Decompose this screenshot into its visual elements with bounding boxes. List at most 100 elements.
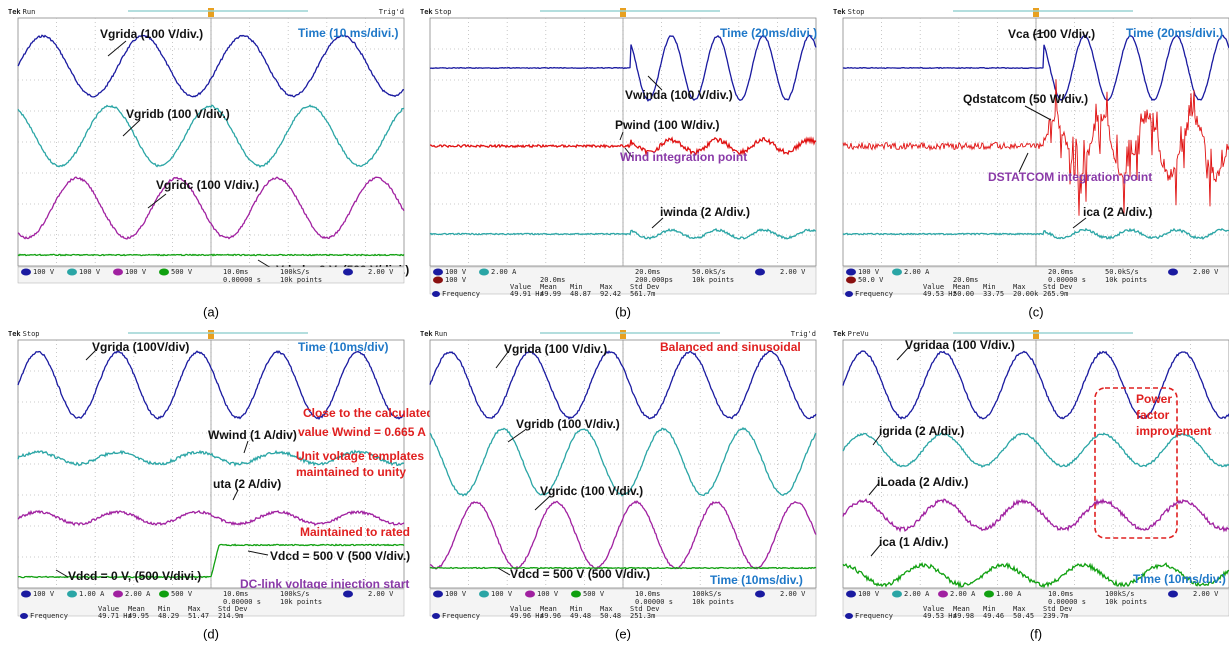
channel-badge <box>846 269 856 276</box>
scope-status: TekStop <box>833 8 865 16</box>
trigger-badge <box>1168 269 1178 276</box>
status: PreVu <box>848 330 869 338</box>
timebase: 10.0ms <box>223 590 248 598</box>
annotation: Vgrida (100 V/div.) <box>100 27 203 41</box>
measurement-value: 49.95 <box>128 612 149 620</box>
panel-caption: (e) <box>615 626 631 641</box>
measurement-value: 50.48 <box>600 612 621 620</box>
trigger-level: 2.00 V <box>1193 268 1219 276</box>
annotation: ica (1 A/div.) <box>879 535 948 549</box>
annotation: Qdstatcom (50 W/div.) <box>963 92 1088 106</box>
trigger-marker <box>208 8 214 17</box>
sample-rate: 100kS/s <box>1105 590 1135 598</box>
trigger-level: 2.00 V <box>780 590 806 598</box>
scope-status: TekStop <box>420 8 452 16</box>
channel-badge <box>892 269 902 276</box>
annotation: Wind integration point <box>620 150 747 164</box>
record-length: 10k points <box>692 598 734 606</box>
panel-caption: (a) <box>203 304 219 319</box>
annotation: Vdcd = 500 V (500 V/div.) <box>270 549 410 563</box>
annotation: Vca (100 V/div.) <box>1008 27 1095 41</box>
math-badge <box>846 277 856 284</box>
annotation: maintained to unity <box>296 465 406 479</box>
trigger-badge <box>755 591 765 598</box>
brand: Tek <box>833 8 846 16</box>
annotation: Time (10ms/div.) <box>710 573 803 587</box>
channel-scale: 100 V <box>33 268 55 276</box>
trigger-marker <box>620 8 626 17</box>
trigger-badge <box>343 269 353 276</box>
channel-scale: 100 V <box>858 590 880 598</box>
scope-status: TekRun <box>8 8 35 16</box>
channel-scale: 2.00 A <box>125 590 151 598</box>
annotation: Time (10ms/div.) <box>1133 572 1226 586</box>
measurement-label: Frequency <box>855 290 893 298</box>
sample-rate: 50.0kS/s <box>692 268 726 276</box>
status: Run <box>435 330 448 338</box>
channel-badge <box>21 269 31 276</box>
channel-badge <box>21 591 31 598</box>
waveform <box>18 254 404 255</box>
measurement-value: 239.7m <box>1043 612 1068 620</box>
measurement-value: 50.00 <box>953 290 974 298</box>
channel-badge <box>846 591 856 598</box>
brand: Tek <box>420 330 433 338</box>
channel-scale: 100 V <box>491 590 513 598</box>
channel-badge <box>159 591 169 598</box>
measurement-value: 265.9m <box>1043 290 1068 298</box>
channel-badge <box>113 269 123 276</box>
trigger-level: 2.00 V <box>780 268 806 276</box>
annotation: Balanced and sinusoidal <box>660 340 801 354</box>
channel-scale: 2.00 A <box>950 590 976 598</box>
annotation: Time (20ms/divi.) <box>720 26 817 40</box>
measurement-value: 49.96 <box>540 612 561 620</box>
annotation: Unit voltage templates <box>296 449 424 463</box>
annotation: Vdcd = 0 V, (500 V/divi.) <box>68 569 201 583</box>
channel-badge <box>571 591 581 598</box>
scope-status: TekPreVu <box>833 330 869 338</box>
channel-scale: 2.00 A <box>904 590 930 598</box>
annotation: Vgridc (100 V/div.) <box>156 178 259 192</box>
annotation: improvement <box>1136 424 1211 438</box>
measurement-badge <box>845 613 853 619</box>
trigger-badge <box>1168 591 1178 598</box>
measurement-badge <box>20 613 28 619</box>
channel-badge <box>479 269 489 276</box>
measurement-value: 49.53 Hz <box>923 612 957 620</box>
annotation: Vgridb (100 V/div.) <box>516 417 620 431</box>
annotation: Vgrida (100 V/div.) <box>504 342 607 356</box>
status: Stop <box>848 8 865 16</box>
timebase: 10.0ms <box>635 590 660 598</box>
measurement-value: 20.00k <box>1013 290 1039 298</box>
annotation: DSTATCOM integration point <box>988 170 1152 184</box>
measurement-value: 49.53 Hz <box>923 290 957 298</box>
scope-status: TekStop <box>8 330 40 338</box>
measurement-value: 49.98 <box>953 612 974 620</box>
annotation: Time (10 ms/divi.) <box>298 26 398 40</box>
channel-scale: 500 V <box>171 590 193 598</box>
measurement-value: 49.48 <box>570 612 591 620</box>
annotation: uta (2 A/div) <box>213 477 281 491</box>
scope-panel: TekRunTrig'dVgrida (100 V/div.)Time (10 … <box>8 8 409 319</box>
timebase: 10.0ms <box>223 268 248 276</box>
channel-badge <box>938 591 948 598</box>
sample-rate: 100kS/s <box>692 590 722 598</box>
annotation: igrida (2 A/div.) <box>879 424 964 438</box>
measurement-value: 51.47 <box>188 612 209 620</box>
measurement-value: 33.75 <box>983 290 1004 298</box>
status: Stop <box>23 330 40 338</box>
timebase: 20.0ms <box>635 268 660 276</box>
annotation: Time (10ms/div) <box>298 340 388 354</box>
scope-panel: TekStopVgrida (100V/div)Time (10ms/div)C… <box>8 330 434 641</box>
channel-scale: 100 V <box>125 268 147 276</box>
trigger-level: 2.00 V <box>368 590 394 598</box>
measurement-value: 48.29 <box>158 612 179 620</box>
brand: Tek <box>8 330 21 338</box>
annotation: Vwinda (100 V/div.) <box>625 88 733 102</box>
scope-panel: TekStopVca (100 V/div.)Time (20ms/divi.)… <box>833 8 1229 319</box>
measurement-badge <box>432 291 440 297</box>
measurement-value: 561.7m <box>630 290 655 298</box>
channel-scale: 1.00 A <box>79 590 105 598</box>
measurement-value: 49.99 <box>540 290 561 298</box>
channel-badge <box>113 591 123 598</box>
